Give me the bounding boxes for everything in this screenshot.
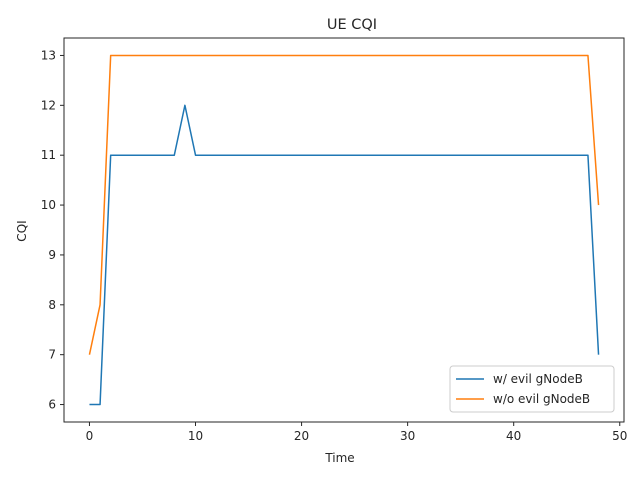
legend-box: [449, 365, 615, 413]
y-axis-label: CQI: [15, 220, 29, 241]
x-tick-label: 30: [400, 429, 415, 443]
x-tick-label: 10: [188, 429, 203, 443]
plot-area: 0 10 20 30 40 50 6 7 8 9 10 11 12 13: [41, 48, 628, 443]
chart-title: UE CQI: [327, 17, 377, 33]
legend-label-2: w/o evil gNodeB: [493, 392, 590, 406]
x-tick-label: 50: [612, 429, 627, 443]
x-tick-label: 20: [294, 429, 309, 443]
y-tick-label: 7: [48, 348, 56, 362]
y-tick-label: 9: [48, 248, 56, 262]
y-tick-label: 11: [41, 148, 56, 162]
legend: w/ evil gNodeB w/o evil gNodeB: [449, 365, 615, 413]
series-line-1: [89, 104, 600, 406]
axes-frame: [63, 37, 625, 423]
y-tick-label: 8: [48, 298, 56, 312]
x-tick-label: 0: [86, 429, 94, 443]
y-tick-label: 10: [41, 198, 56, 212]
y-tick-label: 12: [41, 98, 56, 112]
x-tick-label: 40: [506, 429, 521, 443]
y-tick-label: 13: [41, 48, 56, 62]
y-tick-label: 6: [48, 398, 56, 412]
legend-label-1: w/ evil gNodeB: [493, 372, 583, 386]
x-axis-label: Time: [324, 451, 354, 465]
series-line-2: [88, 54, 600, 355]
